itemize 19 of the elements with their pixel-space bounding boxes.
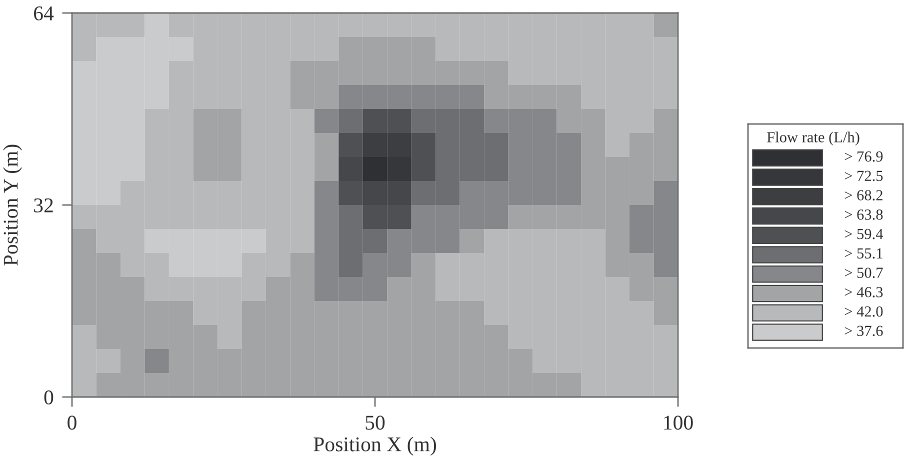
color-bar-label: > 55.1 xyxy=(844,248,882,259)
color-bar-label: > 59.4 xyxy=(844,228,884,240)
color-bar-label: > 63.8 xyxy=(844,209,883,220)
x-tick-label: 100 xyxy=(664,416,693,430)
y-tick-label: 0 xyxy=(44,390,54,404)
x-axis-title: Position X (m) xyxy=(314,436,436,456)
color-bar-label: > 76.9 xyxy=(844,151,883,162)
x-tick-label: 0 xyxy=(68,416,76,430)
color-bar-label: > 68.2 xyxy=(844,190,882,200)
color-bar-label: > 46.3 xyxy=(844,287,883,298)
color-bar-label: > 50.7 xyxy=(844,268,883,278)
y-tick-label: 32 xyxy=(34,198,53,212)
color-bar-label: > 42.0 xyxy=(844,306,883,317)
color-bar-label: > 72.5 xyxy=(844,170,883,182)
color-bar-label: > 37.6 xyxy=(844,326,883,336)
color-bar-title: Flow rate (L/h) xyxy=(767,132,860,146)
x-tick-label: 50 xyxy=(366,416,385,430)
y-axis-title: Position Y (m) xyxy=(3,144,22,266)
y-tick-label: 64 xyxy=(34,6,54,20)
